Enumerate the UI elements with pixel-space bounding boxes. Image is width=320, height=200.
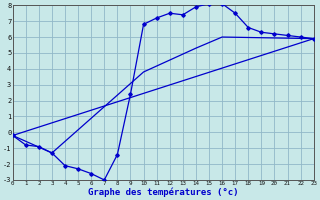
X-axis label: Graphe des températures (°c): Graphe des températures (°c): [88, 188, 238, 197]
